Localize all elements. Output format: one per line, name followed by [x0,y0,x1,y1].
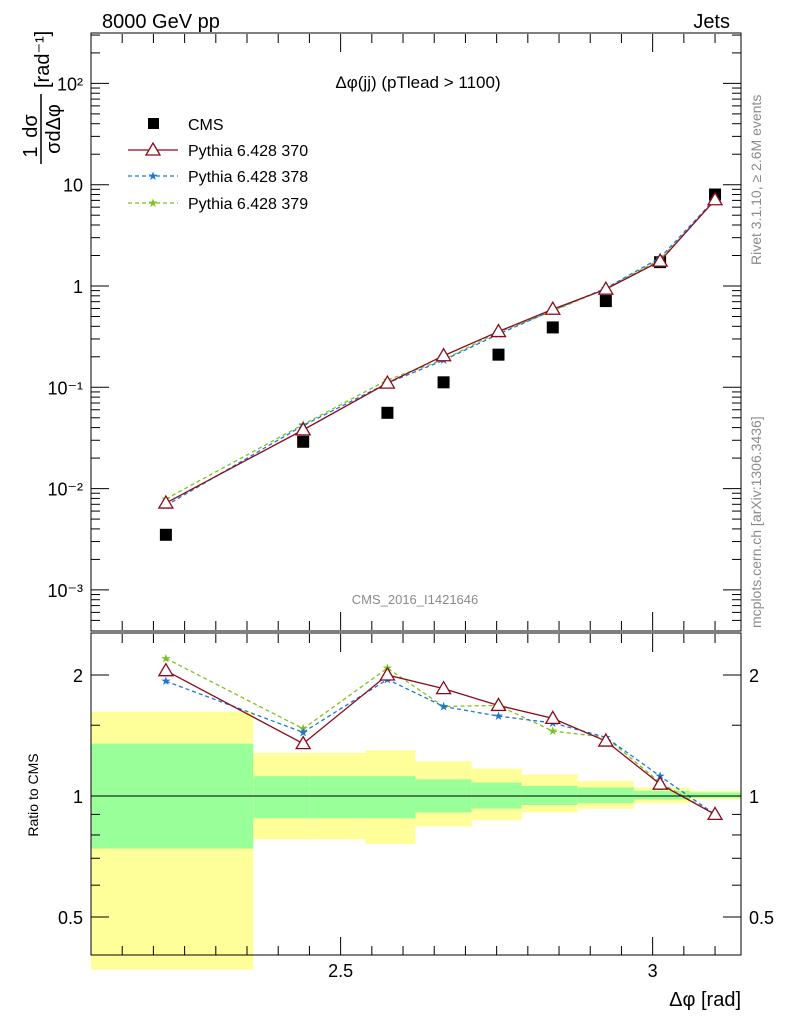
main-point-py370 [597,280,614,295]
header-jets-label: Jets [693,11,730,33]
ratio-point-py370 [435,680,452,695]
ratio-point-py378: ★ [298,725,309,739]
main-y-tick-label: 10⁻³ [47,581,83,601]
band-inner-bin [309,776,366,819]
y-label-dsigma: dσ [20,114,42,138]
analysis-watermark: CMS_2016_I1421646 [352,592,479,607]
main-y-tick-label: 10 [63,176,83,196]
main-point-py370 [435,347,452,362]
legend-label-cms: CMS [188,117,224,134]
main-point-py370 [544,300,561,315]
ratio-point-py378: ★ [438,699,449,713]
main-y-tick-label: 10² [57,74,83,94]
legend-label-py379: Pythia 6.428 379 [188,196,308,213]
legend-marker-cms [148,118,159,129]
y-label-one-over: 1 [20,146,42,157]
main-line-py370 [165,199,716,504]
band-inner-bin [365,776,416,819]
legend-marker-py370 [144,141,162,156]
ratio-point-py370 [651,775,669,790]
cms-data-point [381,406,394,419]
ratio-point-py370 [157,662,175,677]
ratio-y-tick-label-left: 1 [73,787,83,807]
ratio-point-py370 [295,735,312,750]
cms-data-point [599,295,612,308]
band-inner-bin [521,785,578,805]
ratio-point-py378: ★ [161,674,172,688]
main-point-py370 [295,421,312,436]
ratio-point-py379: ★ [547,724,558,738]
ratio-x-tick-label: 3 [648,961,658,981]
data-marks: ★★★★★★★★★★★★★★★★★★★★★★★★★★★★★★★★★★★★ [157,188,724,821]
cms-data-point [492,348,505,361]
side-label-mcplots: mcplots.cern.ch [arXiv:1306.3436] [748,416,764,628]
main-y-axis-label: 1 dσ σdΔφ [rad⁻¹] [20,31,65,164]
y-label-denominator: σdΔφ [43,104,65,154]
ratio-y-tick-label-right: 1 [749,787,759,807]
main-line-py379 [165,199,716,500]
main-point-py370 [706,191,724,206]
main-point-py370 [490,323,507,338]
ratio-y-tick-label-left: 2 [73,666,83,686]
main-plot-frame [90,32,742,632]
axes-ticks: 10⁻³ 10⁻² 10⁻¹ 1 10 10² 2.5 3 0.5 0.5 1 1 2 2 [47,34,774,981]
legend-label-py370: Pythia 6.428 370 [188,143,308,160]
main-point-py370 [379,374,396,389]
header-energy-label: 8000 GeV pp [102,11,220,33]
ratio-error-bands [91,711,741,970]
ratio-y-tick-label-left: 0.5 [58,908,83,928]
cms-data-point [437,376,450,389]
band-inner-bin [253,776,310,819]
main-y-tick-label: 1 [73,277,83,297]
legend-marker-py379: ★ [148,196,159,210]
main-point-py370 [157,494,175,509]
ratio-plot-frame [90,632,742,956]
side-label-rivet: Rivet 3.1.10, ≥ 2.6M events [748,95,764,265]
ratio-y-tick-label-right: 2 [749,666,759,686]
ratio-point-py370 [706,806,724,821]
ratio-point-py370 [379,666,396,681]
ratio-line-py378 [165,678,716,815]
cms-data-point [297,435,310,448]
main-point-py370 [651,252,669,267]
main-y-tick-label: 10⁻¹ [47,378,83,398]
main-y-tick-label: 10⁻² [47,480,83,500]
ratio-point-py370 [544,710,561,725]
legend-marker-py378: ★ [148,169,159,183]
x-axis-label: Δφ [rad] [669,989,741,1011]
band-inner-bin [577,787,634,804]
ratio-y-tick-label-right: 0.5 [749,908,774,928]
ratio-point-py379: ★ [298,722,309,736]
ratio-point-py379: ★ [161,651,172,665]
ratio-y-label: Ratio to CMS [25,753,41,836]
cms-data-point [159,528,172,541]
ratio-point-py370 [490,697,507,712]
y-label-unit: [rad⁻¹] [32,31,54,88]
legend: CMS Pythia 6.428 370 ★ Pythia 6.428 378 … [128,117,308,213]
ratio-point-py370 [597,732,614,747]
band-inner-bin [633,790,691,800]
ratio-x-tick-label: 2.5 [328,961,353,981]
plot-title: Δφ(jj) (pTlead > 1100) [335,73,500,92]
legend-label-py378: Pythia 6.428 378 [188,169,308,186]
band-inner-bin [690,792,741,798]
cms-data-point [546,321,559,334]
ratio-point-py378: ★ [493,709,504,723]
